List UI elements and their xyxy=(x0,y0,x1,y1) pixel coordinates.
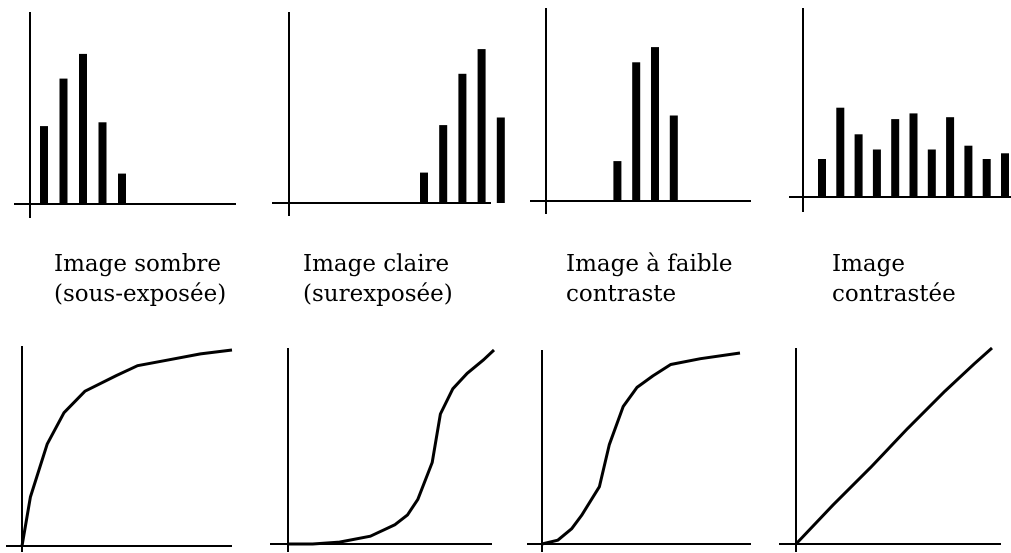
histogram-bar xyxy=(477,49,486,203)
histogram-bar xyxy=(59,78,68,204)
histogram-bar xyxy=(613,161,622,201)
histogram-bar xyxy=(40,126,48,204)
histogram-bar xyxy=(98,122,107,204)
cumulative-curve xyxy=(794,346,993,546)
caption-line-2: contrastée xyxy=(832,281,956,307)
caption-line-1: Image claire xyxy=(303,251,449,277)
histogram-bar xyxy=(982,159,991,197)
histogram-bar xyxy=(964,145,973,197)
panel-1: Image sombre (sous-exposée) xyxy=(6,12,236,552)
cumulative-curve xyxy=(20,348,233,547)
histogram-bar xyxy=(651,47,659,201)
histogram-bar xyxy=(1001,153,1009,197)
panel-2: Image claire (surexposée) xyxy=(270,12,505,552)
panel-4: Image contrastée xyxy=(779,8,1011,552)
histogram-bar xyxy=(854,134,863,197)
histogram-bar xyxy=(439,125,448,203)
histogram-bar xyxy=(909,113,918,197)
caption-line-2: contraste xyxy=(566,281,676,307)
figure-panels: Image sombre (sous-exposée) Image claire (s… xyxy=(6,8,1011,552)
caption-line-1: Image sombre xyxy=(54,251,221,277)
caption-line-2: (sous-exposée) xyxy=(54,281,226,307)
histogram-bar xyxy=(891,119,900,197)
caption-line-1: Image xyxy=(832,251,905,277)
panel-3: Image à faible contraste xyxy=(527,8,751,552)
histogram-bar xyxy=(927,149,936,197)
caption-line-2: (surexposée) xyxy=(303,281,453,307)
caption-line-1: Image à faible xyxy=(566,251,733,277)
histogram-bar xyxy=(79,53,87,205)
histogram-bar xyxy=(420,172,428,203)
histogram-bar xyxy=(836,107,845,197)
histogram-bar xyxy=(496,117,505,203)
histogram-bar xyxy=(632,62,641,201)
histogram-bar xyxy=(458,73,467,203)
histogram-bar xyxy=(872,149,881,197)
cumulative-curve xyxy=(541,351,741,546)
histogram-bar xyxy=(118,173,126,204)
histogram-bar xyxy=(818,159,826,197)
histogram-bar xyxy=(946,117,955,197)
histogram-bar xyxy=(669,115,678,201)
cumulative-curve xyxy=(288,348,496,546)
